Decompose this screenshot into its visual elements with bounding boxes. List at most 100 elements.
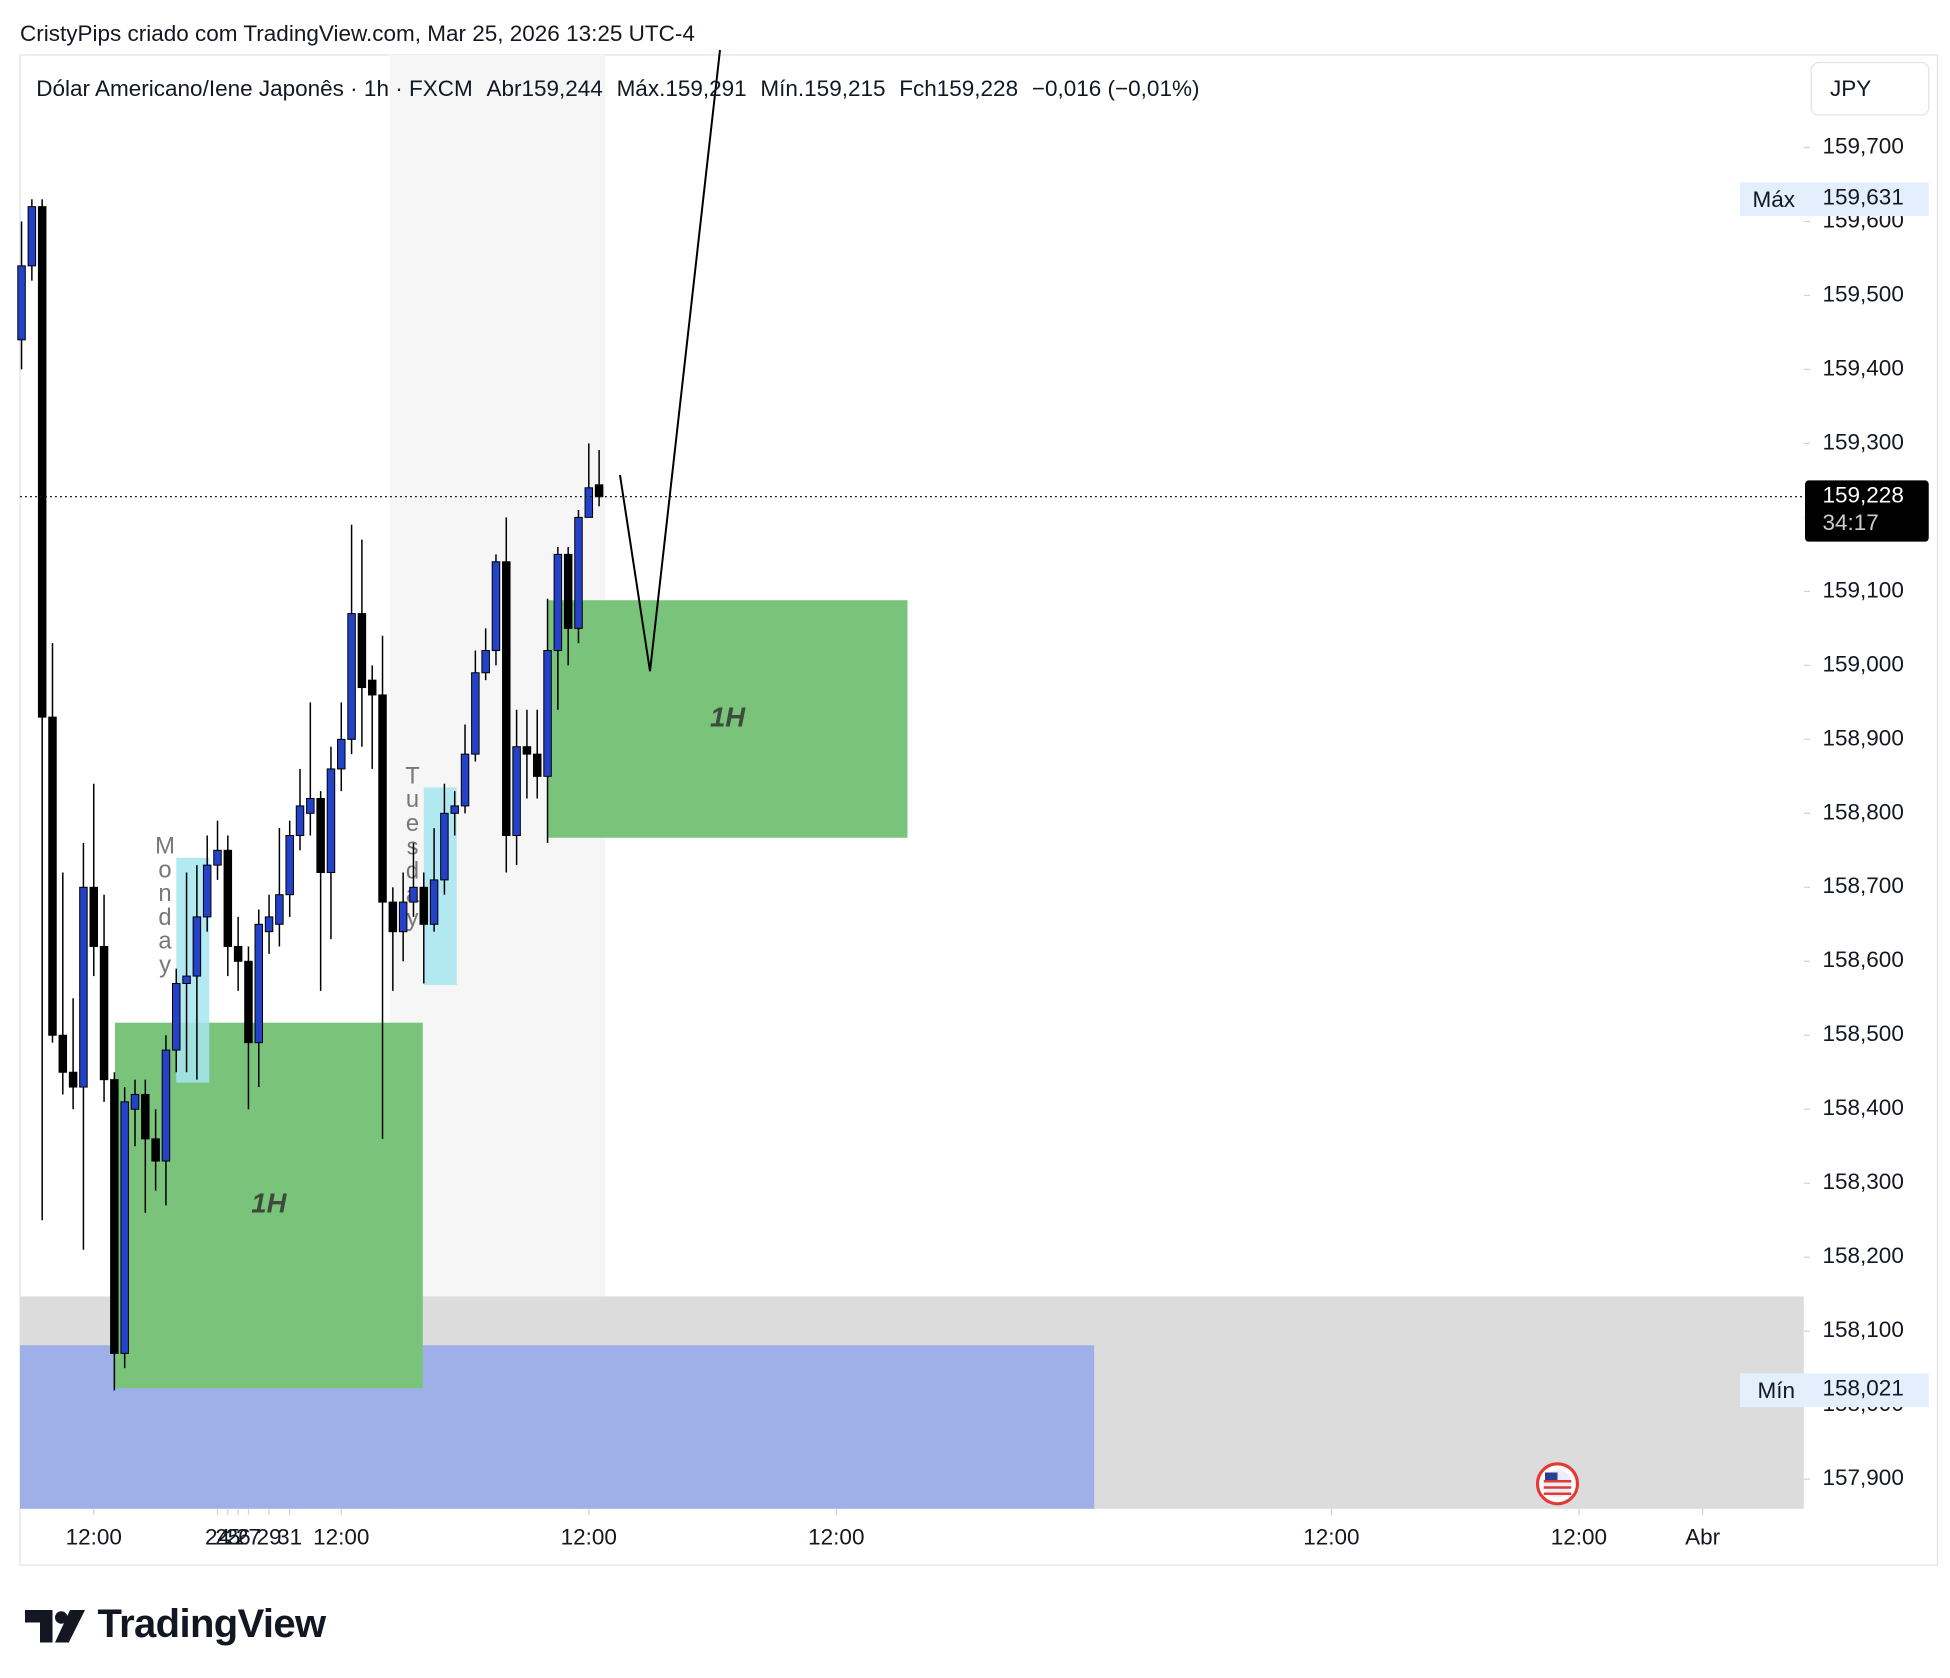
- extreme-box: [1740, 1373, 1929, 1408]
- brand-name: TradingView: [98, 1602, 328, 1646]
- candle-body: [306, 798, 315, 814]
- candle-body: [398, 901, 408, 933]
- candle-body: [409, 886, 418, 903]
- last-price-label: 159,228: [1823, 483, 1904, 508]
- x-tick-label: 31: [277, 1525, 302, 1550]
- ohlc-label: Abr159,244: [486, 76, 602, 101]
- candle-body: [151, 1138, 160, 1162]
- candle-body: [48, 716, 57, 1036]
- ohlc-label: Máx.159,291: [617, 76, 747, 101]
- y-tick-label: 159,400: [1823, 355, 1904, 380]
- x-tick-label: 24: [205, 1525, 230, 1550]
- candle-body: [388, 901, 398, 933]
- y-tick-label: 158,400: [1823, 1095, 1904, 1120]
- candle-body: [295, 805, 305, 837]
- candle-body: [553, 553, 563, 652]
- candle-body: [172, 982, 181, 1051]
- candle-body: [594, 484, 604, 498]
- candle-body: [481, 650, 490, 674]
- currency-box: [1810, 61, 1930, 116]
- candle-body: [419, 886, 429, 925]
- candle-body: [182, 975, 191, 984]
- symbol: Dólar Americano/Iene Japonês · 1h · FXCM: [36, 76, 472, 101]
- candle-body: [563, 553, 573, 629]
- x-tick-label: Abr: [1685, 1525, 1721, 1550]
- candle-body: [120, 1101, 129, 1354]
- candle-body: [27, 206, 37, 267]
- zone-label: 1H: [710, 701, 746, 732]
- x-tick-label: 12:00: [1303, 1525, 1359, 1550]
- candle-body: [440, 812, 449, 881]
- ohlc-label: Mín.159,215: [760, 76, 885, 101]
- candle-body: [264, 916, 274, 933]
- extreme-label: 158,021: [1823, 1376, 1904, 1401]
- y-tick-label: 158,800: [1823, 799, 1904, 824]
- candle-body: [58, 1034, 68, 1073]
- candle-body: [522, 746, 532, 755]
- currency: JPY: [1830, 76, 1871, 101]
- x-tick-label: 27: [236, 1525, 261, 1550]
- candle-body: [502, 561, 511, 837]
- candle-body: [584, 487, 594, 518]
- candle-body: [574, 516, 583, 629]
- y-tick-label: 159,100: [1823, 577, 1904, 602]
- candle-body: [532, 753, 542, 777]
- candle-body: [543, 650, 552, 777]
- candle-body: [223, 849, 233, 947]
- candle-body: [460, 753, 470, 807]
- marks-layer: 1H1HMondayTuesday157,900158,000158,10015…: [17, 133, 1929, 1550]
- x-tick-label: 12:00: [313, 1525, 369, 1550]
- candle-body: [233, 945, 243, 962]
- y-tick-label: 158,600: [1823, 947, 1904, 972]
- x-tick-label: 12:00: [561, 1525, 617, 1550]
- candle-body: [326, 768, 336, 874]
- candle-body: [285, 835, 294, 896]
- candle-body: [347, 613, 356, 740]
- candle-body: [68, 1071, 78, 1088]
- extreme-tag: Mín: [1757, 1378, 1795, 1403]
- candle-body: [79, 886, 88, 1088]
- candle-body: [89, 886, 98, 947]
- extreme-box: [1740, 182, 1929, 217]
- countdown: 34:17: [1823, 510, 1879, 535]
- legend: Dólar Americano/Iene Japonês · 1h · FXCM…: [36, 76, 1199, 101]
- x-tick-label: 12:00: [66, 1525, 122, 1550]
- x-tick-label: 29: [257, 1525, 282, 1550]
- candle-body: [17, 265, 26, 341]
- attribution: CristyPips criado com TradingView.com, M…: [20, 21, 695, 46]
- ohlc-label: Fch159,228: [899, 76, 1018, 101]
- candle-body: [254, 923, 264, 1044]
- last-price-box: [1805, 480, 1929, 542]
- candle-body: [202, 864, 212, 918]
- y-tick-label: 159,300: [1823, 429, 1904, 454]
- session-label: Tuesday: [405, 763, 420, 933]
- candle-body: [192, 916, 202, 977]
- zone-label: 1H: [251, 1188, 287, 1219]
- extreme-label: 159,631: [1823, 184, 1904, 209]
- candle-body: [491, 561, 501, 652]
- candle-body: [367, 679, 377, 696]
- candle-body: [512, 746, 521, 837]
- event-flag: [1535, 1462, 1580, 1506]
- y-tick-label: 157,900: [1823, 1465, 1904, 1490]
- projection-line: [619, 49, 721, 672]
- candle-body: [275, 894, 284, 925]
- y-tick-label: 158,100: [1823, 1317, 1904, 1342]
- candle-body: [316, 798, 325, 874]
- candle-body: [378, 694, 387, 903]
- candle-body: [110, 1079, 119, 1354]
- y-tick-label: 159,500: [1823, 281, 1904, 306]
- y-tick-label: 158,200: [1823, 1243, 1904, 1268]
- y-tick-label: 158,900: [1823, 725, 1904, 750]
- candle-body: [141, 1093, 150, 1140]
- candle-body: [244, 960, 253, 1044]
- x-tick-label: 25: [215, 1525, 240, 1550]
- candle-body: [471, 672, 480, 755]
- extreme-tag: Máx: [1752, 187, 1795, 212]
- x-tick-label: 12:00: [808, 1525, 864, 1550]
- candle-body: [429, 879, 439, 925]
- candle-body: [161, 1049, 171, 1162]
- candle-body: [213, 849, 222, 866]
